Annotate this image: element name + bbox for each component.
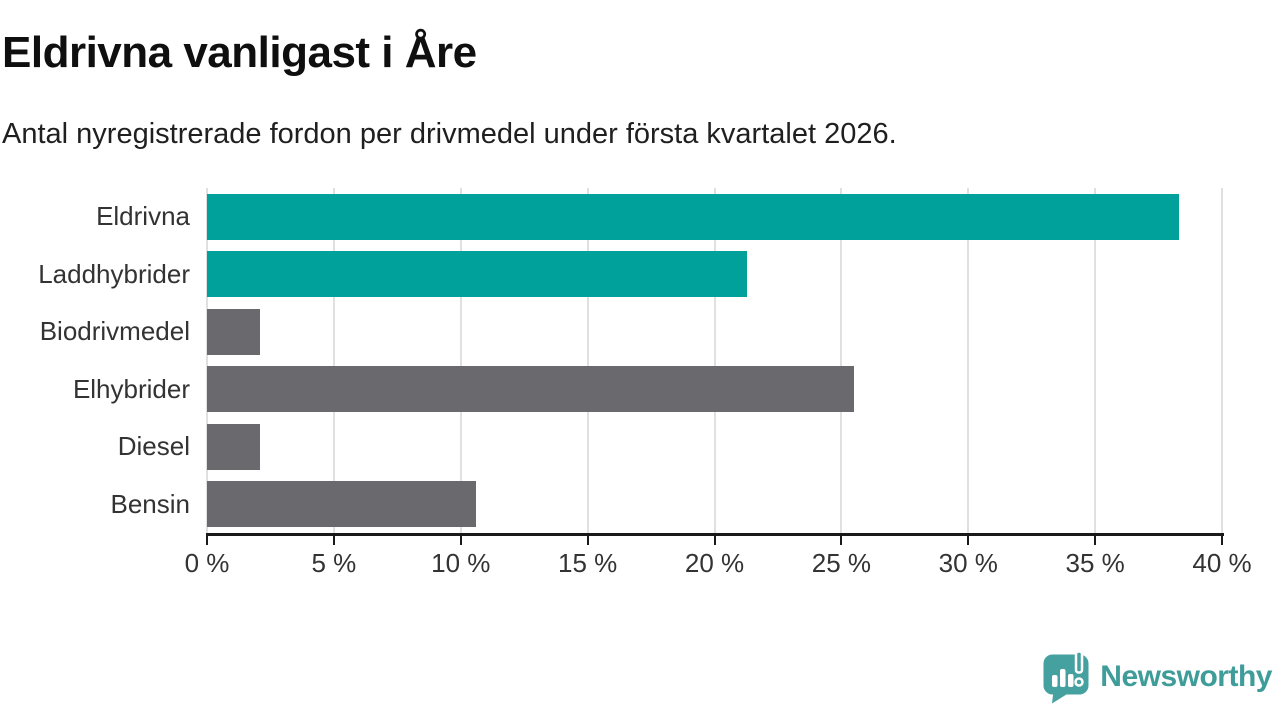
x-axis-tick bbox=[1221, 536, 1223, 545]
plot-area bbox=[206, 188, 1223, 534]
x-axis-tick bbox=[206, 536, 208, 545]
y-axis-label: Diesel bbox=[117, 431, 190, 462]
y-axis-label: Eldrivna bbox=[96, 201, 190, 232]
x-axis-tick-label: 20 % bbox=[684, 548, 745, 578]
gridline bbox=[332, 188, 335, 533]
x-axis-tick-label: 0 % bbox=[184, 548, 230, 578]
x-axis-tick-labels: 0 % 5 % 10 % 15 % 20 % 25 % 30 % 35 % 40 % bbox=[185, 548, 1252, 578]
x-axis-tick-label: 25 % bbox=[811, 548, 872, 578]
x-axis-tick-label: 35 % bbox=[1065, 548, 1125, 578]
newsworthy-wordmark: Newsworthy bbox=[1100, 660, 1272, 693]
bar-bensin bbox=[207, 481, 476, 528]
y-axis-label: Laddhybrider bbox=[38, 258, 190, 289]
x-axis-tick bbox=[1094, 536, 1097, 545]
x-axis-tick bbox=[967, 536, 970, 545]
gridline bbox=[967, 188, 970, 533]
x-axis-tick bbox=[586, 536, 589, 545]
x-axis-tick bbox=[840, 536, 843, 545]
gridline bbox=[586, 188, 589, 533]
gridline bbox=[206, 188, 208, 533]
newsworthy-speech-bubble-icon bbox=[1043, 650, 1089, 704]
gridline bbox=[713, 188, 716, 533]
chart-title: Eldrivna vanligast i Åre bbox=[2, 28, 477, 77]
bar-biodrivmedel bbox=[207, 308, 261, 355]
bar-laddhybrider bbox=[207, 251, 748, 298]
gridline bbox=[1221, 188, 1223, 533]
bar-row bbox=[207, 418, 1222, 476]
chart-subtitle: Antal nyregistrerade fordon per drivmede… bbox=[2, 118, 897, 150]
y-axis-label: Elhybrider bbox=[72, 373, 190, 404]
gridline bbox=[840, 188, 843, 533]
y-axis-labels: Eldrivna Laddhybrider Biodrivmedel Elhybrid… bbox=[0, 188, 190, 533]
bar-eldrivna bbox=[207, 193, 1179, 240]
x-axis-tick-label: 5 % bbox=[311, 548, 357, 578]
y-axis-label: Bensin bbox=[110, 488, 191, 519]
x-axis-line bbox=[206, 533, 1224, 536]
x-axis-tick-label: 40 % bbox=[1192, 548, 1252, 578]
bar-row bbox=[207, 476, 1222, 534]
bar-row bbox=[207, 361, 1222, 419]
x-axis-tick-label: 15 % bbox=[557, 548, 618, 578]
bar-row bbox=[207, 303, 1222, 361]
gridline bbox=[1094, 188, 1097, 533]
x-axis-tick bbox=[713, 536, 716, 545]
x-axis-ticks bbox=[206, 536, 1223, 546]
gridline bbox=[459, 188, 462, 533]
x-axis-tick bbox=[332, 536, 335, 545]
y-axis-label: Biodrivmedel bbox=[39, 316, 190, 347]
x-axis-tick-label: 30 % bbox=[938, 548, 998, 578]
bar-elhybrider bbox=[207, 366, 855, 413]
bar-diesel bbox=[207, 423, 261, 470]
bar-row bbox=[207, 246, 1222, 304]
bar-row bbox=[207, 188, 1222, 246]
newsworthy-logo: Newsworthy bbox=[1041, 650, 1272, 704]
x-axis-tick bbox=[459, 536, 462, 545]
x-axis-tick-label: 10 % bbox=[431, 548, 491, 578]
